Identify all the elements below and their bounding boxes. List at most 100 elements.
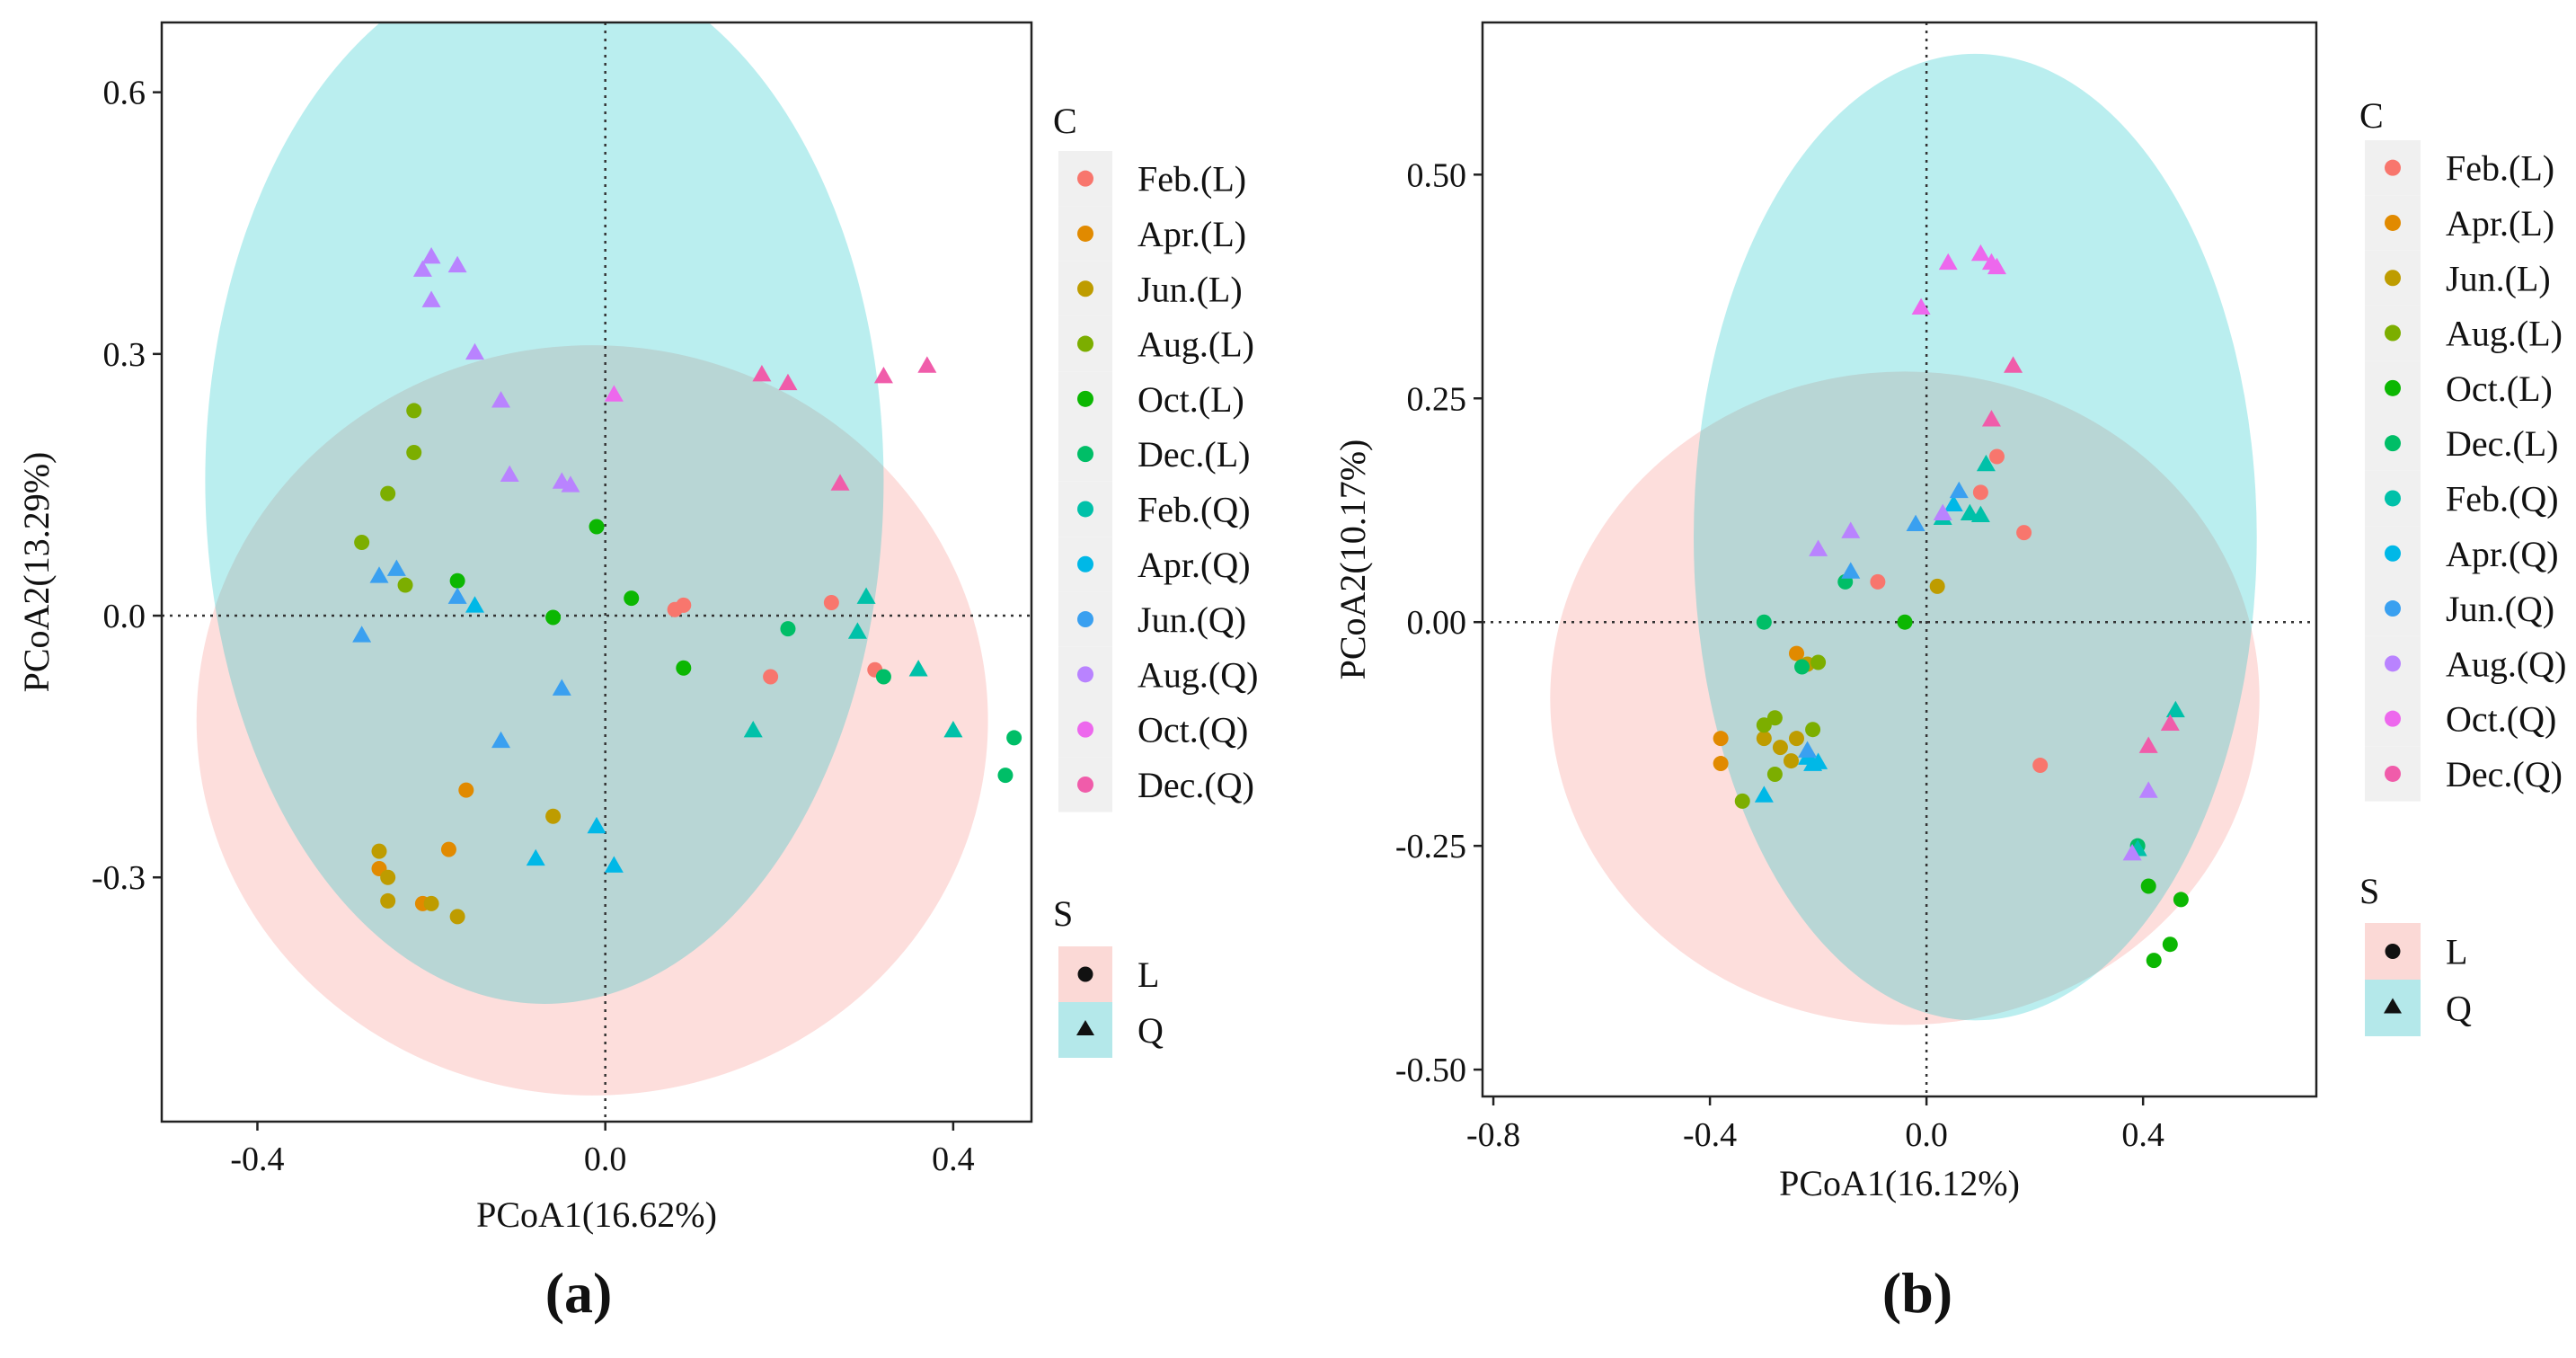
data-point-circle bbox=[624, 590, 640, 607]
y-tick-label: 0.25 bbox=[1407, 380, 1467, 418]
y-axis-title: PCoA2(13.29%) bbox=[16, 452, 57, 693]
data-point-triangle bbox=[856, 587, 876, 604]
y-tick-label: 0.3 bbox=[103, 336, 146, 374]
data-point-triangle bbox=[1943, 494, 1963, 512]
data-point-circle bbox=[2173, 892, 2189, 908]
data-point-circle bbox=[1756, 731, 1772, 747]
legend-c-label: Dec.(L) bbox=[2446, 423, 2558, 464]
legend-c-label: Oct.(Q) bbox=[1138, 710, 1248, 750]
data-point-circle bbox=[589, 519, 605, 535]
legend-key-swatch bbox=[2385, 214, 2401, 231]
legend-key-swatch bbox=[1077, 721, 1093, 738]
legend-key-swatch bbox=[2385, 710, 2401, 727]
legend-key-swatch bbox=[2385, 435, 2401, 452]
data-point-circle bbox=[440, 841, 456, 857]
data-point-circle bbox=[380, 869, 396, 885]
legend-c-title: C bbox=[2359, 95, 2384, 136]
data-point-circle bbox=[823, 594, 839, 610]
legend-c-label: Oct.(Q) bbox=[2446, 699, 2556, 740]
data-point-triangle bbox=[500, 465, 519, 483]
plot-area bbox=[1483, 22, 2316, 1096]
legend-key-swatch bbox=[1077, 225, 1093, 242]
panel-label: (b) bbox=[1882, 1261, 1952, 1325]
data-point-circle bbox=[449, 572, 465, 589]
data-point-triangle bbox=[830, 474, 850, 491]
x-axis-title: PCoA1(16.62%) bbox=[476, 1194, 717, 1235]
legend-c: C Feb.(L) Apr.(L) Jun.(L) Aug.(L) Oct.(L) Dec.… bbox=[2359, 95, 2566, 802]
data-point-circle bbox=[1766, 710, 1783, 726]
data-point-triangle bbox=[1933, 503, 1952, 521]
plot-background bbox=[162, 22, 1031, 1122]
data-point-triangle bbox=[1938, 253, 1958, 271]
data-point-circle bbox=[371, 843, 387, 859]
legend-key-swatch bbox=[2385, 490, 2401, 507]
legend-s: S LQ bbox=[1053, 893, 1164, 1058]
data-point-triangle bbox=[352, 626, 372, 643]
legend-c-label: Feb.(Q) bbox=[1138, 489, 1251, 529]
data-point-circle bbox=[2032, 758, 2049, 774]
legend-s-triangle-icon bbox=[2384, 998, 2402, 1014]
data-point-triangle bbox=[1970, 505, 1990, 522]
legend-key-swatch bbox=[1077, 446, 1093, 463]
data-point-triangle bbox=[1906, 514, 1925, 531]
data-point-triangle bbox=[412, 260, 432, 277]
panel-label: (a) bbox=[545, 1261, 613, 1325]
data-point-circle bbox=[2146, 953, 2162, 969]
data-point-triangle bbox=[1911, 297, 1931, 315]
data-point-circle bbox=[397, 577, 413, 593]
legend-s-label: L bbox=[1138, 954, 1159, 995]
data-point-circle bbox=[1897, 614, 1913, 630]
legend-s-label: Q bbox=[2446, 989, 2472, 1029]
legend-s-circle-icon bbox=[1077, 966, 1093, 982]
y-tick-label: -0.3 bbox=[92, 859, 146, 897]
confidence-ellipse-q bbox=[205, 22, 884, 1004]
legend-c-label: Feb.(L) bbox=[2446, 148, 2554, 189]
data-point-triangle bbox=[1754, 786, 1774, 803]
legend-c-label: Aug.(Q) bbox=[2446, 643, 2566, 684]
legend-c-label: Jun.(L) bbox=[1138, 269, 1243, 309]
confidence-ellipse-q bbox=[1694, 53, 2257, 1021]
legend-s: S LQ bbox=[2359, 871, 2472, 1036]
data-point-triangle bbox=[421, 290, 441, 307]
legend-key-swatch bbox=[2385, 600, 2401, 617]
data-point-triangle bbox=[465, 596, 484, 613]
legend-c-label: Dec.(L) bbox=[1138, 434, 1250, 475]
data-point-triangle bbox=[1031, 720, 1049, 736]
data-point-circle bbox=[1734, 793, 1750, 809]
legend-c-label: Apr.(L) bbox=[1138, 214, 1246, 254]
legend-s-triangle-icon bbox=[1076, 1020, 1094, 1035]
data-point-circle bbox=[1772, 740, 1788, 756]
data-point-circle bbox=[1810, 654, 1827, 670]
legend-key-swatch bbox=[1077, 335, 1093, 352]
data-point-triangle bbox=[2004, 356, 2023, 373]
plot-area bbox=[162, 22, 1049, 1122]
data-point-circle bbox=[875, 669, 891, 685]
data-point-circle bbox=[1929, 578, 1945, 594]
data-point-triangle bbox=[2138, 781, 2158, 798]
data-point-circle bbox=[2140, 878, 2156, 894]
legend-s-circle-icon bbox=[2385, 944, 2401, 959]
legend-key-swatch bbox=[2385, 324, 2401, 342]
data-point-triangle bbox=[561, 475, 580, 493]
legend-key-swatch bbox=[1077, 280, 1093, 297]
data-point-triangle bbox=[2165, 700, 2185, 718]
x-tick-label: 0.0 bbox=[1905, 1116, 1948, 1154]
panel-a: -0.3 0.0 0.3 0.6 -0.4 0.0 0.4 PCoA1(16.62%) PCoA… bbox=[16, 21, 1258, 1325]
data-point-triangle bbox=[1798, 741, 1818, 758]
x-tick-label: -0.4 bbox=[230, 1141, 284, 1178]
data-point-triangle bbox=[369, 566, 389, 583]
legend-c-label: Feb.(L) bbox=[1138, 159, 1246, 200]
data-point-triangle bbox=[778, 373, 798, 391]
legend-c-label: Apr.(L) bbox=[2446, 203, 2554, 244]
data-point-triangle bbox=[1803, 754, 1823, 771]
legend-key-swatch bbox=[1077, 390, 1093, 407]
data-point-triangle bbox=[552, 679, 571, 696]
data-point-circle bbox=[380, 485, 396, 501]
data-point-triangle bbox=[1987, 257, 2006, 275]
data-point-triangle bbox=[1960, 503, 1979, 521]
x-tick-label: -0.4 bbox=[1683, 1116, 1737, 1154]
data-point-circle bbox=[406, 403, 422, 419]
data-point-triangle bbox=[386, 559, 406, 576]
y-axis-title: PCoA2(10.17%) bbox=[1332, 439, 1373, 680]
